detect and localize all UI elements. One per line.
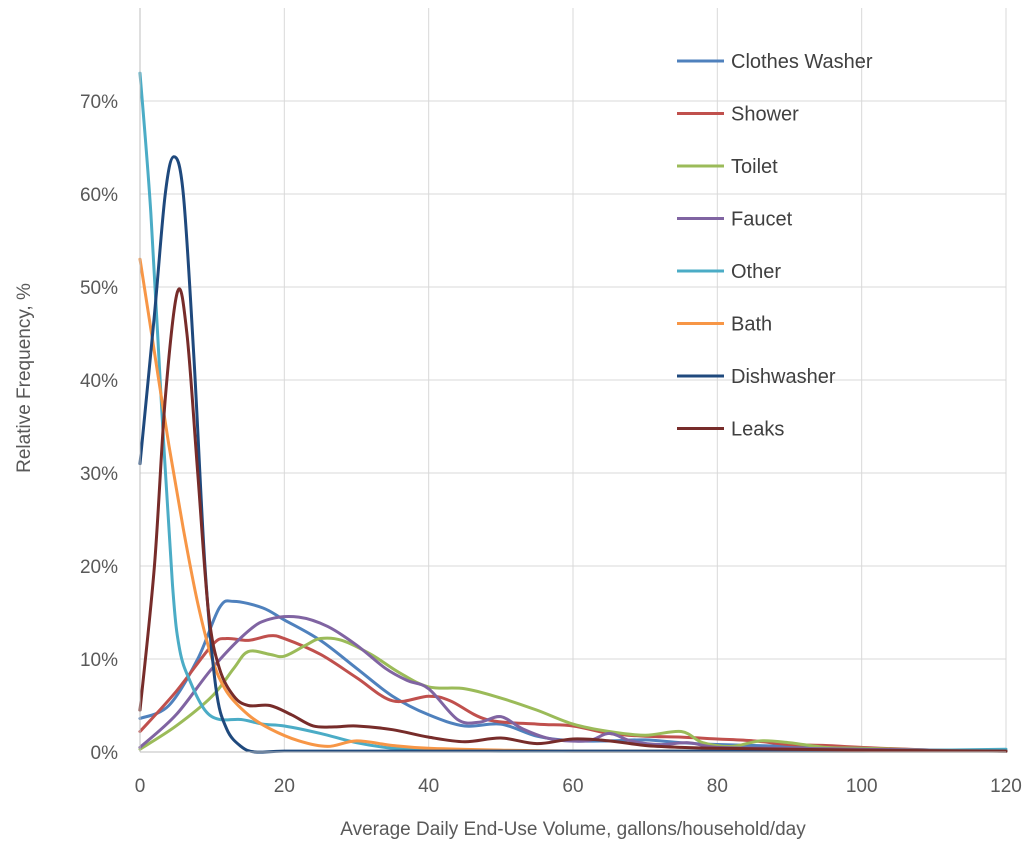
legend-label: Other xyxy=(731,261,781,283)
gridlines xyxy=(140,8,1007,752)
series-lines xyxy=(138,71,1008,754)
legend-item-dishwasher: Dishwasher xyxy=(677,366,836,388)
legend-label: Faucet xyxy=(731,209,793,231)
legend-label: Clothes Washer xyxy=(731,51,873,73)
axes: 0% 10% 20% 30% 40% 50% 60% 70% 0 20 40 60 80 100 120 xyxy=(80,8,1022,797)
x-axis-title: Average Daily End-Use Volume, gallons/ho… xyxy=(340,819,806,840)
legend-label: Dishwasher xyxy=(731,366,836,388)
y-tick-label: 50% xyxy=(80,278,118,299)
legend-item-leaks: Leaks xyxy=(677,419,784,441)
series-line-clothes-washer xyxy=(138,599,1008,753)
legend-item-faucet: Faucet xyxy=(677,209,793,231)
y-tick-label: 40% xyxy=(80,371,118,392)
legend-label: Bath xyxy=(731,314,772,336)
y-tick-label: 0% xyxy=(91,743,119,764)
legend-label: Shower xyxy=(731,104,799,126)
legend-label: Toilet xyxy=(731,156,778,178)
x-tick-label: 40 xyxy=(418,776,439,797)
legend-item-toilet: Toilet xyxy=(677,156,778,178)
legend-label: Leaks xyxy=(731,419,784,441)
x-tick-label: 0 xyxy=(135,776,146,797)
y-tick-label: 20% xyxy=(80,557,118,578)
legend-item-other: Other xyxy=(677,261,781,283)
x-tick-label: 120 xyxy=(990,776,1022,797)
x-tick-label: 100 xyxy=(846,776,878,797)
y-tick-label: 70% xyxy=(80,92,118,113)
x-tick-label: 60 xyxy=(562,776,583,797)
series-line-leaks xyxy=(138,287,1008,753)
legend-item-shower: Shower xyxy=(677,104,799,126)
y-tick-label: 10% xyxy=(80,650,118,671)
y-tick-label: 30% xyxy=(80,464,118,485)
y-axis-title: Relative Frequency, % xyxy=(14,283,35,473)
x-tick-label: 80 xyxy=(707,776,728,797)
legend: Clothes Washer Shower Toilet Faucet Other Bat… xyxy=(677,51,873,441)
legend-item-bath: Bath xyxy=(677,314,772,336)
x-tick-label: 20 xyxy=(274,776,295,797)
y-tick-label: 60% xyxy=(80,185,118,206)
legend-item-clothes-washer: Clothes Washer xyxy=(677,51,873,73)
series-line-toilet xyxy=(138,636,1008,753)
series-line-dishwasher xyxy=(138,155,1008,754)
